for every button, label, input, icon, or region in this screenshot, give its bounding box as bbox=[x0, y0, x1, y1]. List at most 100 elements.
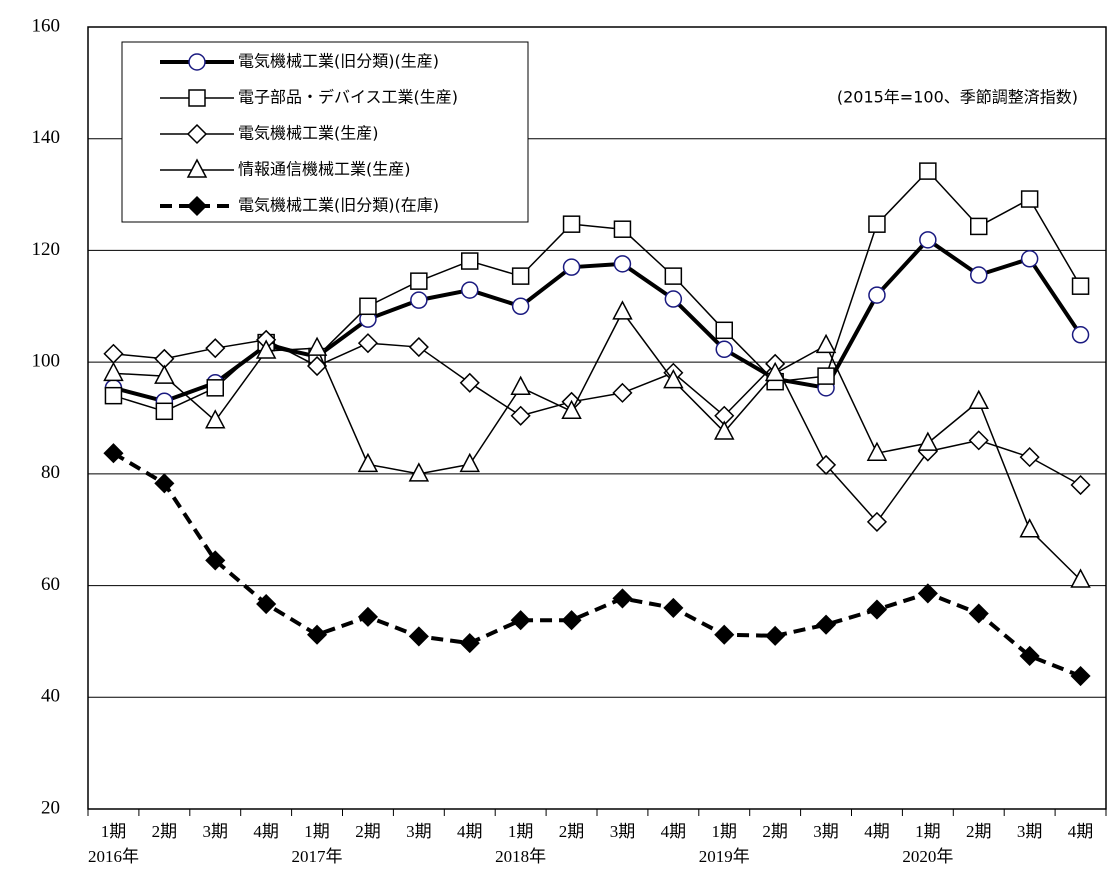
marker bbox=[408, 462, 430, 482]
marker bbox=[154, 473, 175, 494]
x-tick-label: 2期 bbox=[152, 822, 178, 841]
marker bbox=[410, 291, 428, 309]
y-tick-label: 100 bbox=[32, 351, 61, 372]
x-tick-label: 4期 bbox=[457, 822, 483, 841]
x-tick-label: 1期 bbox=[304, 822, 330, 841]
marker bbox=[970, 266, 988, 284]
marker bbox=[1070, 665, 1091, 687]
marker bbox=[917, 583, 938, 604]
marker bbox=[868, 286, 886, 304]
marker bbox=[968, 430, 989, 451]
marker bbox=[612, 382, 633, 403]
x-group-label: 2016年 bbox=[88, 847, 139, 866]
marker bbox=[459, 452, 480, 473]
marker bbox=[765, 625, 786, 646]
marker bbox=[188, 53, 206, 71]
x-tick-label: 1期 bbox=[508, 822, 534, 841]
x-tick-label: 2期 bbox=[559, 822, 585, 841]
marker bbox=[408, 626, 429, 647]
marker bbox=[461, 281, 479, 299]
x-tick-label: 3期 bbox=[406, 822, 432, 841]
y-tick-label: 160 bbox=[32, 15, 61, 36]
annotation: (2015年=100、季節調整済指数) bbox=[837, 88, 1078, 107]
marker bbox=[612, 300, 633, 320]
marker bbox=[968, 389, 989, 409]
x-tick-label: 3期 bbox=[1017, 822, 1043, 841]
x-group-label: 2018年 bbox=[495, 847, 546, 866]
marker bbox=[968, 603, 989, 624]
x-tick-label: 2期 bbox=[966, 822, 992, 841]
marker bbox=[919, 231, 937, 249]
x-tick-label: 4期 bbox=[864, 822, 890, 841]
marker bbox=[764, 361, 786, 382]
marker bbox=[511, 267, 530, 285]
marker bbox=[714, 420, 735, 440]
series-line bbox=[113, 339, 1081, 523]
marker bbox=[613, 220, 632, 238]
marker bbox=[256, 593, 277, 615]
marker bbox=[612, 588, 633, 609]
marker bbox=[186, 123, 208, 145]
marker bbox=[410, 272, 428, 290]
x-tick-label: 2期 bbox=[355, 822, 381, 841]
marker bbox=[510, 610, 531, 631]
marker bbox=[714, 624, 735, 645]
marker bbox=[1019, 447, 1040, 468]
marker bbox=[970, 217, 988, 236]
marker bbox=[510, 375, 531, 396]
x-tick-label: 2期 bbox=[762, 822, 788, 841]
marker bbox=[866, 511, 888, 532]
marker bbox=[154, 364, 175, 384]
y-tick-label: 60 bbox=[41, 574, 60, 595]
marker bbox=[562, 215, 581, 233]
marker bbox=[866, 441, 888, 461]
marker bbox=[306, 336, 328, 356]
series-line bbox=[112, 237, 1083, 404]
x-tick-label: 4期 bbox=[253, 822, 279, 841]
marker bbox=[104, 386, 123, 405]
marker bbox=[917, 431, 939, 451]
y-tick-label: 140 bbox=[32, 127, 61, 148]
marker bbox=[188, 89, 206, 107]
marker bbox=[459, 633, 480, 654]
marker bbox=[815, 614, 837, 635]
marker bbox=[511, 297, 530, 316]
marker bbox=[205, 338, 226, 359]
marker bbox=[664, 267, 683, 285]
marker bbox=[815, 454, 837, 475]
marker bbox=[868, 215, 886, 233]
marker bbox=[715, 321, 733, 340]
x-tick-label: 4期 bbox=[1068, 822, 1094, 841]
marker bbox=[817, 367, 835, 385]
x-tick-label: 3期 bbox=[610, 822, 636, 841]
y-tick-label: 80 bbox=[41, 462, 60, 483]
marker bbox=[357, 333, 379, 354]
marker bbox=[919, 162, 937, 180]
marker bbox=[255, 339, 277, 359]
x-tick-label: 3期 bbox=[813, 822, 839, 841]
x-tick-label: 3期 bbox=[203, 822, 229, 841]
marker bbox=[715, 340, 733, 359]
marker bbox=[186, 195, 208, 217]
marker bbox=[359, 297, 377, 316]
legend-label: 電子部品・デバイス工業(生産) bbox=[238, 88, 458, 107]
x-group-label: 2019年 bbox=[699, 847, 750, 866]
marker bbox=[562, 258, 581, 276]
y-tick-label: 120 bbox=[32, 239, 61, 260]
marker bbox=[1071, 277, 1090, 295]
marker bbox=[664, 290, 683, 308]
legend-label: 電気機械工業(旧分類)(在庫) bbox=[238, 196, 439, 215]
marker bbox=[1070, 474, 1091, 496]
marker bbox=[1020, 190, 1039, 208]
marker bbox=[1070, 568, 1091, 588]
marker bbox=[186, 158, 208, 178]
marker bbox=[561, 610, 582, 631]
marker bbox=[866, 599, 888, 620]
marker bbox=[815, 333, 837, 354]
x-tick-label: 4期 bbox=[661, 822, 687, 841]
x-group-label: 2020年 bbox=[902, 847, 953, 866]
marker bbox=[103, 343, 124, 364]
marker bbox=[613, 255, 632, 273]
marker bbox=[663, 368, 684, 389]
